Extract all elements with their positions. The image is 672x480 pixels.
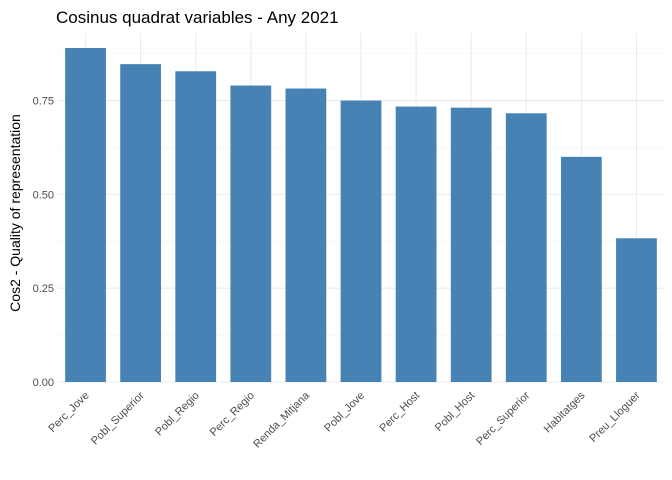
bar-perc-host — [395, 106, 437, 383]
chart-title: Cosinus quadrat variables - Any 2021 — [56, 8, 339, 27]
bar-pobl-jove — [340, 100, 382, 382]
bar-pobl-host — [450, 107, 492, 382]
bar-habitatges — [560, 156, 602, 382]
x-tick-label: Perc_Superior — [474, 389, 532, 447]
bar-pobl-regio — [175, 71, 217, 383]
x-tick-label: Perc_Host — [377, 390, 422, 435]
bar-perc-jove — [65, 48, 106, 383]
y-tick-label: 0.00 — [33, 377, 54, 389]
x-tick-label: Habitatges — [542, 389, 588, 435]
x-tick-label: Perc_Regio — [208, 390, 257, 439]
bar-pobl-superior — [120, 64, 162, 382]
x-tick-label: Pobl_Host — [433, 390, 477, 434]
bar-renda-mitjana — [285, 88, 327, 382]
bar-perc-regio — [230, 85, 272, 383]
y-tick-label: 0.50 — [33, 189, 54, 201]
x-tick-label: Renda_Mitjana — [251, 389, 312, 450]
x-tick-label: Pobl_Jove — [322, 390, 367, 435]
y-tick-label: 0.75 — [33, 96, 54, 108]
x-tick-label: Preu_Lloguer — [587, 389, 642, 444]
y-axis: 0.00 0.25 0.50 0.75 — [33, 96, 54, 389]
y-tick-label: 0.25 — [33, 283, 54, 295]
bar-preu-lloguer — [616, 238, 657, 382]
y-axis-label: Cos2 - Quality of representation — [7, 114, 23, 312]
bar-perc-superior — [505, 113, 547, 382]
x-tick-label: Perc_Jove — [46, 390, 91, 435]
bar-series — [65, 48, 657, 383]
x-tick-label: Pobl_Regio — [153, 390, 202, 439]
x-tick-label: Pobl_Superior — [89, 389, 147, 447]
